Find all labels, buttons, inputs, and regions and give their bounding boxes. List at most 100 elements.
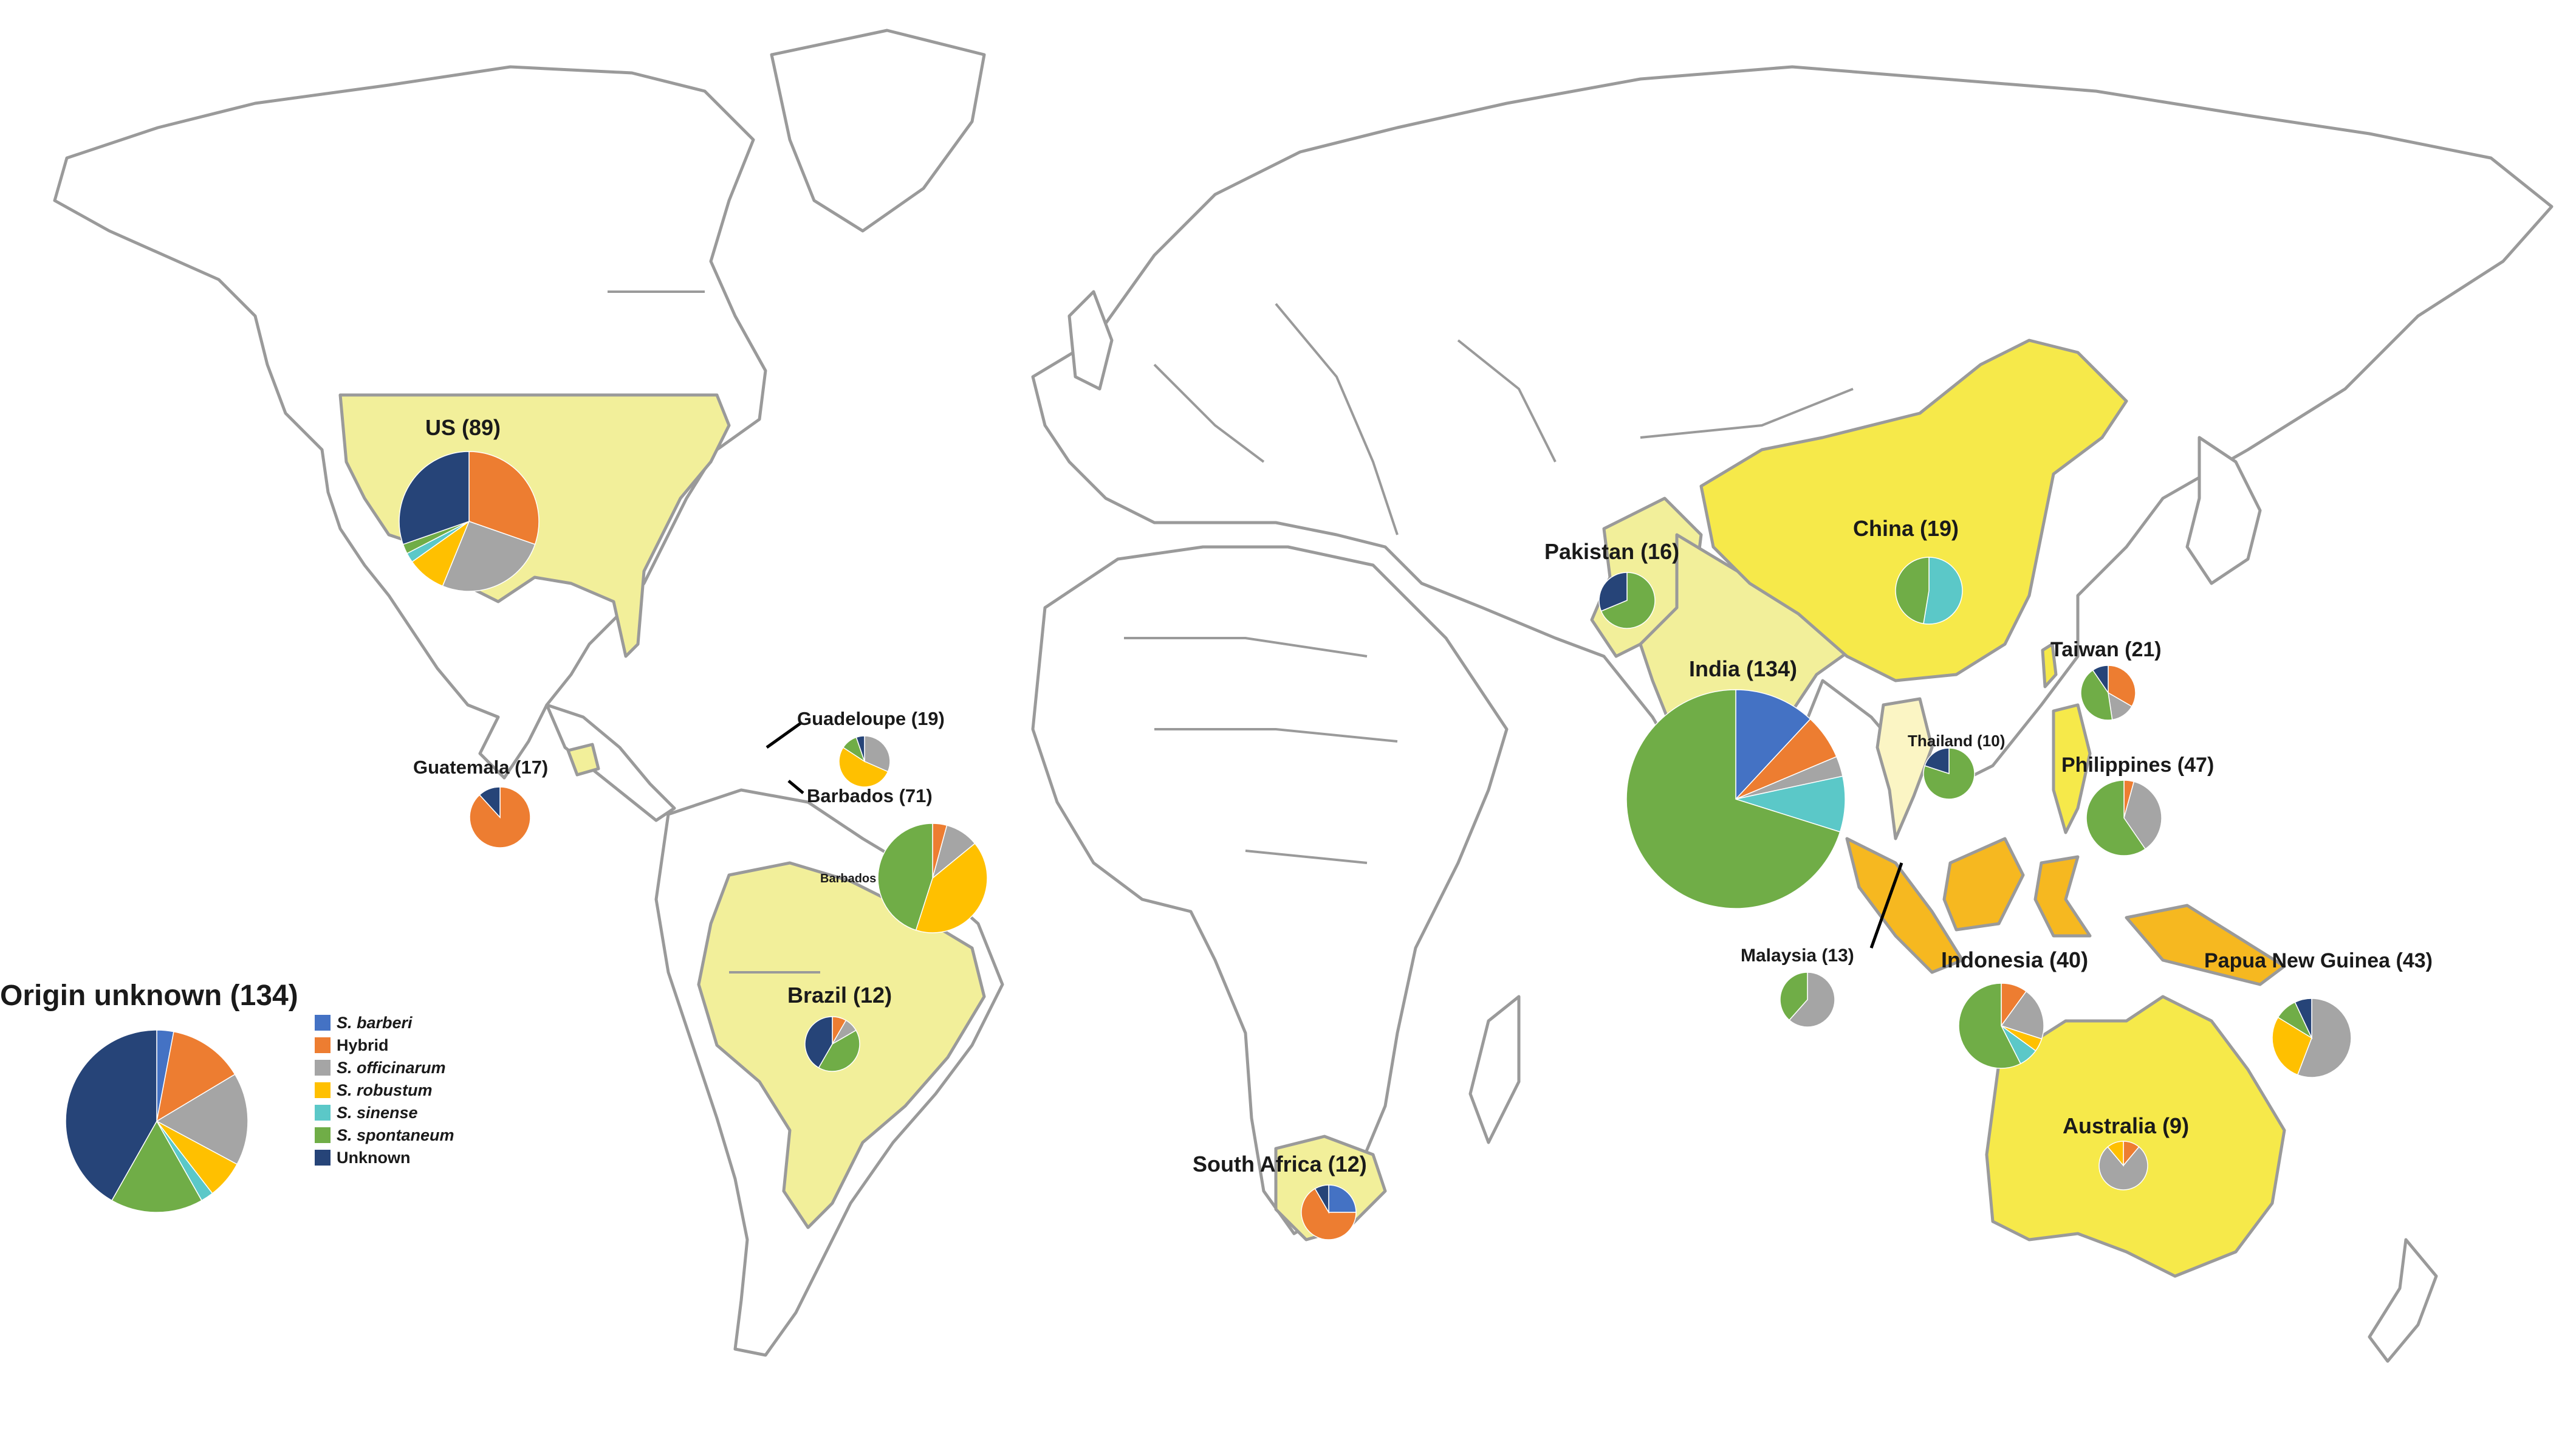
china-slice-s-sinense bbox=[1923, 557, 1963, 625]
legend-label: S. sinense bbox=[337, 1104, 418, 1122]
land-central-america bbox=[545, 703, 676, 822]
pie-philippines bbox=[2086, 780, 2162, 856]
country-philippines bbox=[2052, 703, 2092, 834]
legend-label: S. spontaneum bbox=[337, 1126, 454, 1144]
country-papua-new-guinea bbox=[2125, 904, 2286, 986]
pie-guadeloupe bbox=[838, 735, 891, 788]
taiwan-slice-unknown bbox=[2092, 665, 2109, 695]
internal-borders bbox=[608, 290, 1854, 974]
country-china bbox=[1699, 338, 2128, 682]
land-madagascar bbox=[1468, 995, 1521, 1144]
pie-south-africa bbox=[1301, 1184, 1357, 1240]
taiwan-slice-s-spontaneum bbox=[2080, 669, 2113, 721]
origin-unknown-slice-s-spontaneum bbox=[111, 1120, 203, 1213]
labels: US (89) Guatemala (17) Guadeloupe (19) B… bbox=[0, 415, 2433, 1176]
pakistan-slice-unknown bbox=[1598, 572, 1628, 612]
country-malaysia-indonesia bbox=[1845, 837, 1964, 974]
taiwan-slice-hybrid bbox=[2108, 665, 2136, 707]
label-pakistan: Pakistan (16) bbox=[1544, 539, 1679, 564]
us-slice-s-officinarum bbox=[442, 521, 536, 592]
label-china: China (19) bbox=[1853, 516, 1959, 541]
china-slice-s-spontaneum bbox=[1895, 557, 1930, 625]
label-philippines: Philippines (47) bbox=[2061, 754, 2214, 777]
country-guatemala bbox=[566, 743, 600, 777]
land-new-zealand bbox=[2368, 1238, 2438, 1363]
pie-us bbox=[399, 451, 540, 592]
country-indonesia-sulawesi bbox=[2033, 855, 2092, 938]
legend-swatch bbox=[315, 1127, 331, 1143]
south-africa-slice-unknown bbox=[1314, 1184, 1329, 1214]
land-greenland bbox=[770, 29, 986, 233]
philippines-slice-s-officinarum bbox=[2123, 781, 2162, 850]
pie-india bbox=[1626, 689, 1846, 909]
thailand-slice-unknown bbox=[1924, 747, 1950, 775]
pie-brazil bbox=[804, 1016, 860, 1072]
label-brazil: Brazil (12) bbox=[787, 983, 892, 1008]
legend-swatch bbox=[315, 1060, 331, 1076]
malaysia-slice-s-officinarum bbox=[1789, 972, 1835, 1028]
label-guadeloupe: Guadeloupe (19) bbox=[797, 708, 945, 729]
pie-china bbox=[1895, 557, 1963, 625]
us-slice-hybrid bbox=[468, 451, 540, 545]
label-us: US (89) bbox=[425, 415, 501, 440]
leader-guadeloupe bbox=[766, 721, 802, 749]
guadeloupe-slice-unknown bbox=[855, 735, 865, 762]
south-africa-slice-hybrid bbox=[1301, 1188, 1357, 1240]
brazil-slice-unknown bbox=[804, 1016, 833, 1068]
pakistan-slice-s-spontaneum bbox=[1600, 572, 1656, 629]
india-slice-s-spontaneum bbox=[1626, 689, 1841, 909]
pie-australia bbox=[2098, 1141, 2148, 1190]
png-slice-s-robustum bbox=[2272, 1017, 2312, 1076]
legend-label: S. officinarum bbox=[337, 1059, 446, 1077]
label-origin-unknown: Origin unknown (134) bbox=[0, 980, 298, 1012]
country-taiwan bbox=[2041, 642, 2058, 689]
legend-swatch bbox=[315, 1105, 331, 1121]
country-indonesia-borneo bbox=[1942, 837, 2025, 932]
barbados-slice-s-spontaneum bbox=[877, 823, 933, 931]
leader-lines bbox=[766, 721, 1903, 949]
legend: S. barberi Hybrid S. officinarum S. robustu… bbox=[315, 1014, 454, 1167]
pie-barbados bbox=[877, 823, 988, 933]
origin-unknown-slice-s-officinarum bbox=[156, 1073, 248, 1165]
leader-barbados bbox=[787, 780, 804, 794]
origin-unknown-slice-hybrid bbox=[156, 1031, 236, 1122]
pie-malaysia bbox=[1780, 972, 1835, 1028]
leader-malaysia bbox=[1869, 862, 1903, 949]
label-guatemala: Guatemala (17) bbox=[413, 757, 548, 778]
png-slice-s-officinarum bbox=[2297, 998, 2352, 1078]
country-australia bbox=[1985, 995, 2286, 1278]
brazil-slice-s-spontaneum bbox=[818, 1029, 860, 1072]
legend-swatch bbox=[315, 1082, 331, 1098]
pie-png bbox=[2272, 998, 2352, 1078]
india-slice-s-barberi bbox=[1735, 689, 1811, 800]
label-barbados: Barbados (71) bbox=[807, 785, 933, 806]
india-slice-s-sinense bbox=[1734, 775, 1846, 833]
origin-unknown-slice-unknown bbox=[65, 1029, 157, 1201]
pie-guatemala bbox=[469, 786, 531, 848]
legend-label: S. robustum bbox=[337, 1081, 433, 1099]
pie-thailand bbox=[1923, 747, 1975, 800]
label-png: Papua New Guinea (43) bbox=[2204, 949, 2433, 972]
us-slice-unknown bbox=[399, 451, 470, 545]
guatemala-slice-unknown bbox=[479, 786, 501, 819]
south-africa-slice-s-barberi bbox=[1328, 1184, 1357, 1213]
png-slice-unknown bbox=[2294, 998, 2312, 1039]
guadeloupe-slice-s-robustum bbox=[838, 746, 889, 788]
australia-slice-s-officinarum bbox=[2098, 1146, 2148, 1190]
legend-swatch bbox=[315, 1150, 331, 1166]
label-barbados-inset: Barbados bbox=[820, 872, 876, 885]
country-thailand bbox=[1875, 697, 1934, 840]
legend-swatch bbox=[315, 1015, 331, 1031]
legend-swatch bbox=[315, 1037, 331, 1053]
pie-indonesia bbox=[1958, 983, 2044, 1069]
pie-pakistan bbox=[1598, 572, 1656, 629]
label-india: India (134) bbox=[1689, 656, 1797, 681]
label-taiwan: Taiwan (21) bbox=[2050, 638, 2162, 661]
guadeloupe-slice-s-officinarum bbox=[864, 735, 891, 772]
land-japan bbox=[2185, 436, 2262, 585]
barbados-slice-s-robustum bbox=[915, 842, 988, 933]
indonesia-slice-s-officinarum bbox=[2000, 991, 2044, 1040]
philippines-slice-s-spontaneum bbox=[2086, 780, 2146, 856]
label-malaysia: Malaysia (13) bbox=[1741, 946, 1854, 966]
legend-label: Hybrid bbox=[337, 1036, 389, 1054]
